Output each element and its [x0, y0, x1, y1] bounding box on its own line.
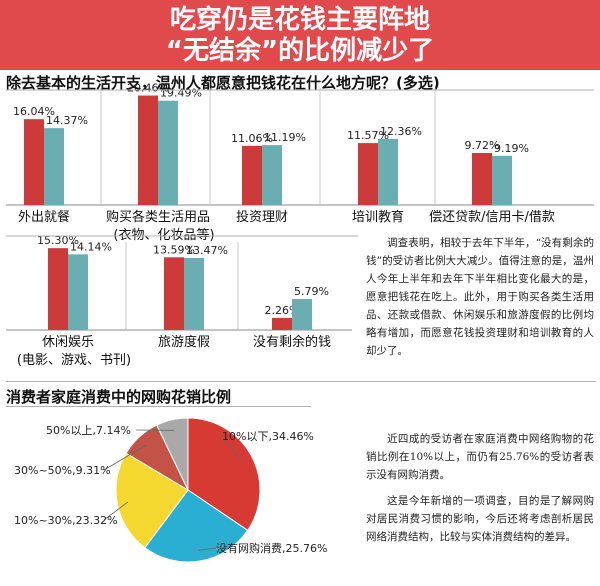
bar-series-red [272, 317, 292, 330]
bar-series-red [164, 257, 184, 330]
bar-series-red [138, 95, 158, 205]
bar-value-label: 9.72% [465, 139, 500, 152]
bar-value-label: 2.26% [265, 304, 300, 317]
pie-leader-line [103, 444, 147, 471]
category-label: 培训教育 [352, 209, 404, 225]
category-label: 购买各类生活用品 [106, 209, 210, 225]
bar-value-label: 11.19% [264, 131, 306, 144]
bar-value-label: 11.57% [347, 129, 389, 142]
bar-series-teal [378, 138, 398, 205]
category-sublabel: (衣物、化妆品等) [113, 227, 214, 243]
pie-slice-label: 没有网购消费,25.76% [216, 541, 327, 555]
bar-series-red [472, 152, 492, 205]
bar-value-label: 20.46% [127, 82, 169, 95]
bar-series-teal [68, 254, 88, 330]
bar-series-red [358, 143, 378, 205]
category-label: 外出就餐 [18, 209, 70, 225]
pie-leader-line [221, 435, 243, 462]
bar-series-red [242, 145, 262, 205]
title-line-1: 吃穿仍是花钱主要阵地 [169, 5, 430, 35]
category-label: 偿还贷款/信用卡/借款 [429, 210, 555, 225]
pie-slice-label: 30%~50%,9.31% [14, 464, 111, 477]
bar-value-label: 16.04% [13, 105, 55, 118]
bar-value-label: 11.06% [231, 132, 273, 145]
pie-slice [144, 489, 249, 563]
bar-series-teal [262, 145, 282, 205]
pie-slice-label: 10%以下,34.46% [222, 430, 314, 443]
bar-value-label: 14.37% [46, 114, 88, 127]
category-label: 休闲娱乐 [42, 335, 94, 350]
category-label: 旅游度假 [158, 334, 210, 350]
category-label: 投资理财 [236, 209, 288, 225]
bar-series-teal [44, 128, 64, 205]
bar-value-label: 13.47% [186, 244, 228, 257]
bar-series-red [24, 119, 44, 205]
paragraph-1: 调查表明，相较于去年下半年，“没有剩余的钱”的受访者比例大大减少。值得注意的是，… [366, 237, 594, 357]
bar-series-teal [492, 155, 512, 205]
bar-series-red [48, 248, 68, 330]
pie-leader-line [103, 501, 129, 521]
bar-series-teal [292, 299, 312, 330]
pie-slice [156, 417, 189, 491]
pie-slice [115, 452, 189, 549]
pie-slice-label: 50%以上,7.14% [46, 424, 131, 437]
bar-series-teal [158, 100, 178, 205]
category-label: 没有剩余的钱 [253, 334, 331, 350]
title-banner: 吃穿仍是花钱主要阵地 “无结余”的比例减少了 [0, 0, 600, 70]
pie-leader-line [198, 547, 217, 551]
pie-title-underline [6, 406, 311, 407]
paragraph-2: 近四成的受访者在家庭消费中网络购物的花销比例在10%以上，而仍有25.76%的受… [366, 433, 594, 481]
bar-value-label: 14.14% [70, 240, 112, 253]
pie-slice-label: 10%~30%,23.32% [14, 514, 118, 527]
bar-value-label: 9.19% [494, 142, 529, 155]
paragraph-3: 这是今年新增的一项调查，目的是了解网购对居民消费习惯的影响，今后还将考虑剖析居民… [366, 495, 594, 543]
bar-value-label: 15.30% [37, 234, 79, 247]
question-heading: 除去基本的生活开支，温州人都愿意把钱花在什么地方呢？(多选) [6, 74, 440, 92]
section-divider [6, 381, 596, 382]
pie-section-title: 消费者家庭消费中的网购花销比例 [6, 388, 232, 406]
pie-slice [187, 417, 261, 532]
bar-series-teal [184, 257, 204, 330]
bar-chart: 16.04%14.37%外出就餐20.46%19.49%购买各类生活用品(衣物、… [6, 82, 594, 368]
title-line-2: “无结余”的比例减少了 [165, 36, 435, 66]
bar-value-label: 13.59% [153, 243, 195, 256]
category-sublabel: (电影、游戏、书刊) [17, 353, 131, 368]
bar-value-label: 5.79% [294, 285, 329, 298]
bar-value-label: 12.36% [380, 125, 422, 138]
